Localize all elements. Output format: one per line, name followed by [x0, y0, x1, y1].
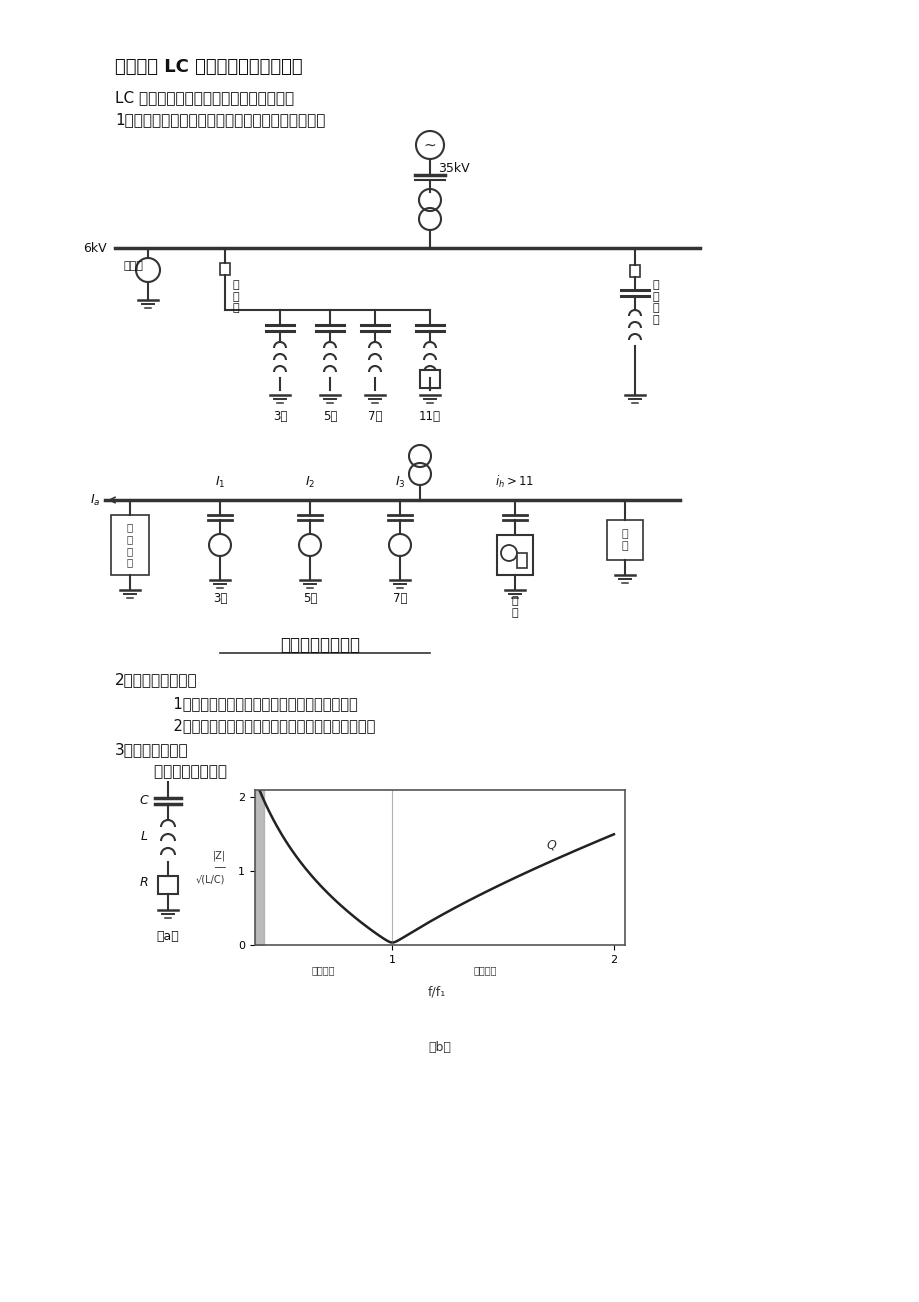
Text: L: L — [141, 829, 148, 842]
Text: （a）: （a） — [156, 930, 179, 943]
Text: 谐波源: 谐波源 — [123, 260, 142, 271]
Text: （b）: （b） — [428, 1042, 451, 1055]
Bar — [420, 370, 439, 388]
Text: 本
谐
波
源: 本 谐 波 源 — [127, 522, 133, 568]
Text: Q: Q — [547, 838, 556, 852]
Text: 2）进行基波无功补偿，供给负荷所需的无功功率。: 2）进行基波无功补偿，供给负荷所需的无功功率。 — [154, 717, 375, 733]
Text: 并
联
电
容: 并 联 电 容 — [652, 280, 659, 324]
Text: $i_h > 11$: $i_h > 11$ — [495, 474, 534, 490]
Bar — [158, 876, 177, 894]
Text: 高
通: 高 通 — [511, 596, 517, 617]
Text: 35kV: 35kV — [437, 161, 469, 174]
Text: R: R — [139, 875, 148, 888]
Bar — [607, 519, 642, 560]
Bar — [496, 535, 532, 575]
Text: 6kV: 6kV — [84, 241, 107, 254]
Text: ＜感性＞: ＜感性＞ — [473, 966, 496, 975]
Text: 交流滤波器的装设: 交流滤波器的装设 — [279, 635, 359, 654]
Text: 7次: 7次 — [392, 592, 407, 605]
Text: 由图主电路可求：: 由图主电路可求： — [115, 764, 227, 779]
Text: $I_3$: $I_3$ — [394, 475, 405, 490]
Text: 3次: 3次 — [273, 410, 287, 423]
Text: 1）使注入系统的谐波减小到国标允许的水平；: 1）使注入系统的谐波减小到国标允许的水平； — [154, 697, 357, 711]
Text: 1、常用的两种滤波器：调谐滤波器和高通滤波器。: 1、常用的两种滤波器：调谐滤波器和高通滤波器。 — [115, 112, 325, 128]
Text: ~: ~ — [423, 138, 436, 152]
Bar — [220, 263, 230, 275]
Bar — [516, 553, 527, 568]
Text: 5次: 5次 — [323, 410, 337, 423]
Text: LC 滤波器仍是应用最多、最广的滤波器。: LC 滤波器仍是应用最多、最广的滤波器。 — [115, 90, 294, 105]
Text: |Z|
──
√(L/C): |Z| ── √(L/C) — [196, 850, 225, 884]
Text: C: C — [139, 794, 148, 807]
Text: 11次: 11次 — [418, 410, 440, 423]
Text: f/f₁: f/f₁ — [427, 986, 446, 999]
Text: 2、滤波器设计要求: 2、滤波器设计要求 — [115, 672, 198, 687]
Text: 7次: 7次 — [368, 410, 381, 423]
Bar — [111, 516, 149, 575]
Text: 5次: 5次 — [302, 592, 317, 605]
Text: 3、单调谐滤波器: 3、单调谐滤波器 — [115, 742, 188, 756]
Bar — [630, 266, 640, 277]
Text: ＜容性＞: ＜容性＞ — [312, 966, 335, 975]
Text: 负
荷: 负 荷 — [621, 529, 628, 551]
Text: 3次: 3次 — [212, 592, 227, 605]
Text: $I_1$: $I_1$ — [214, 475, 225, 490]
Text: 滤
波
器: 滤 波 器 — [233, 280, 239, 314]
Text: $I_a$: $I_a$ — [89, 492, 100, 508]
Text: 一、无源 LC 滤波器基本原理和结构: 一、无源 LC 滤波器基本原理和结构 — [115, 59, 302, 76]
Text: $I_2$: $I_2$ — [304, 475, 315, 490]
